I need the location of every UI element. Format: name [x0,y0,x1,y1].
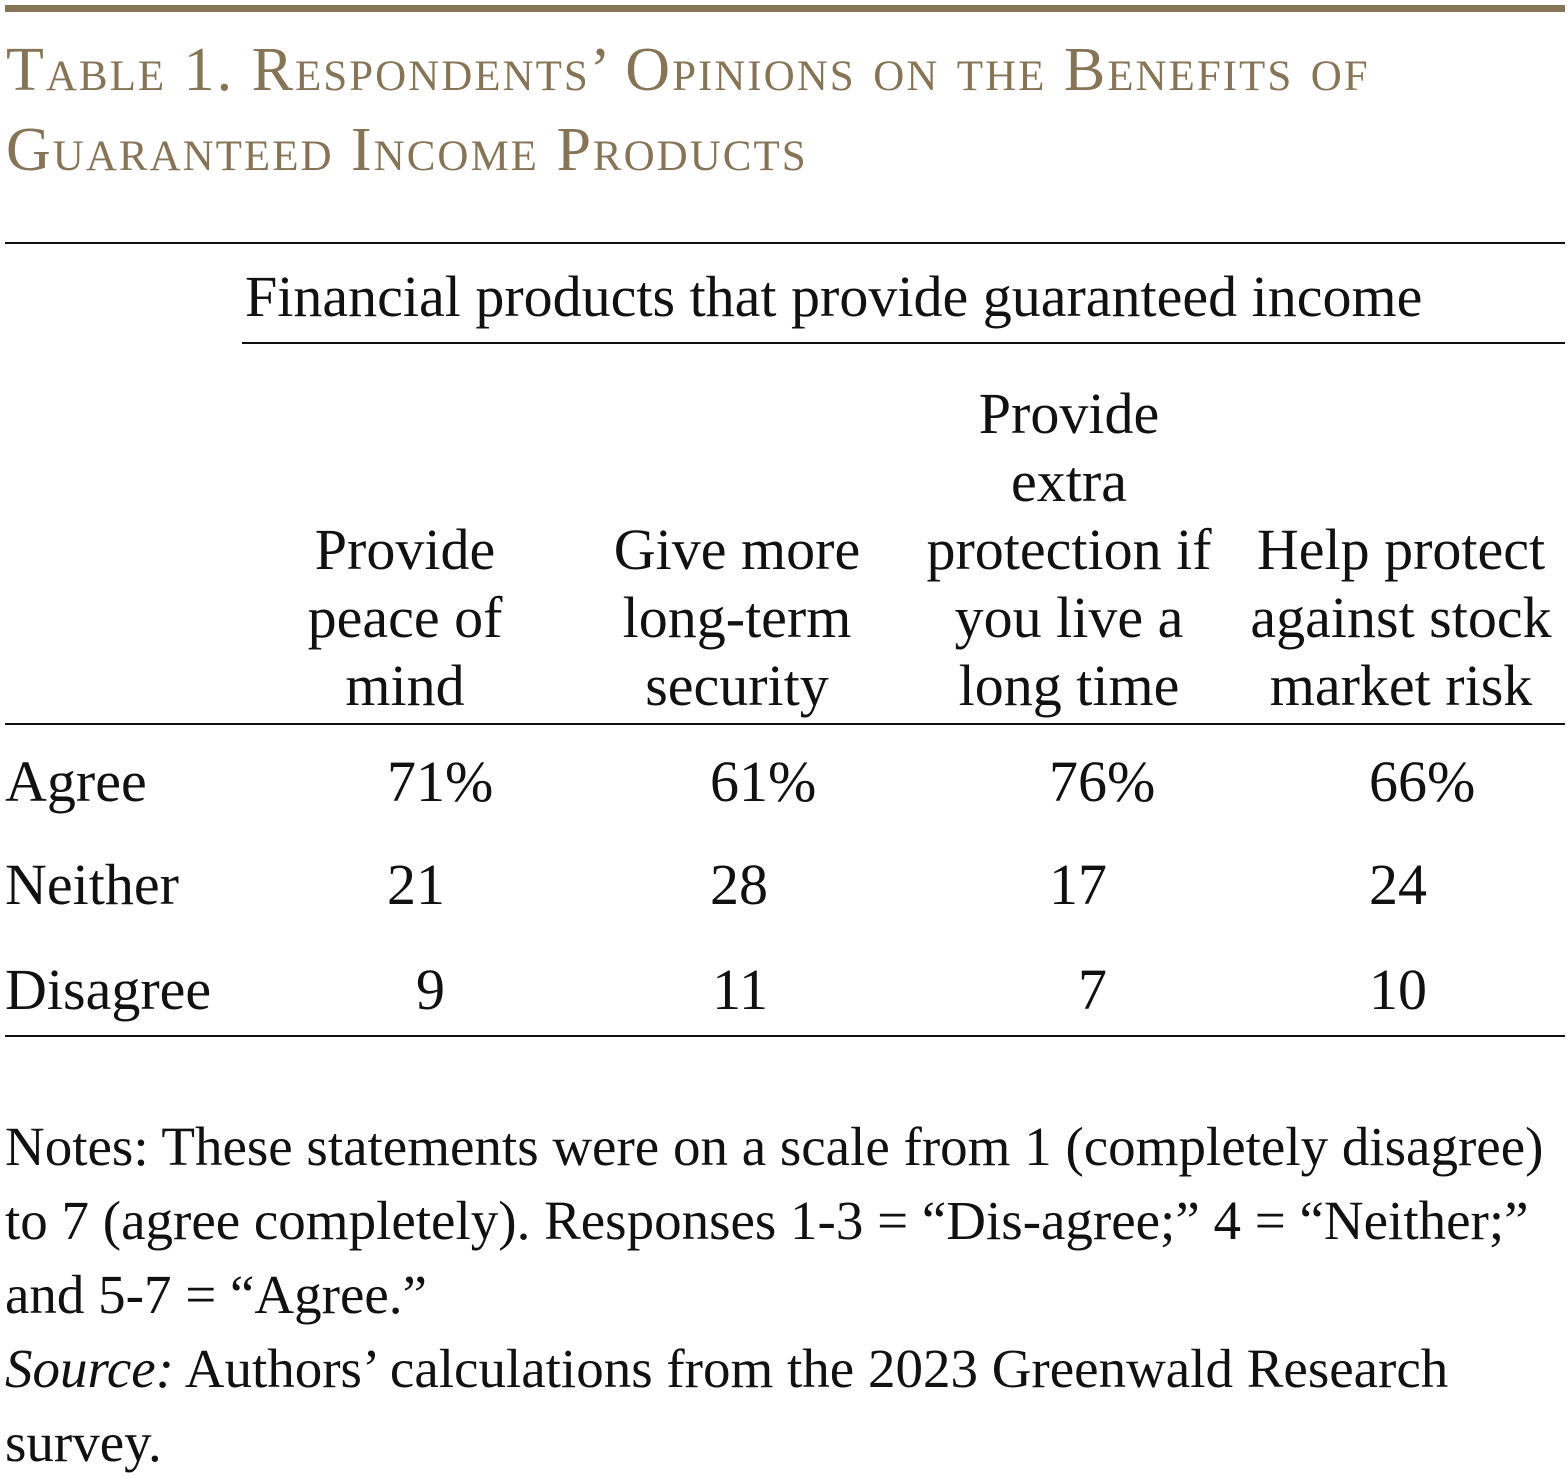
table-cell: 9 [325,955,445,1025]
table-cell: 17 [987,850,1107,920]
cell-value: 71 [387,749,445,814]
cell-value: 11 [712,957,768,1022]
table-cell: 21 [325,850,445,920]
table-cell: 61% [648,747,816,817]
percent-sign: % [1107,749,1156,814]
table-bottom-rule [5,1035,1565,1037]
table-cell: 7 [987,955,1107,1025]
table-cell: 28 [648,850,768,920]
table-cell: 66% [1307,747,1475,817]
percent-sign: % [445,749,494,814]
table-cell: 76% [987,747,1155,817]
cell-value: 21 [387,852,445,917]
cell-value: 17 [1049,852,1107,917]
table-title: Table 1. Respondents’ Opinions on the Be… [6,36,1370,184]
spanner-header: Financial products that provide guarante… [245,264,1423,329]
spanner-rule [242,342,1565,344]
cell-value: 66 [1369,749,1427,814]
cell-value: 7 [1078,957,1107,1022]
column-header-longevity-protection: Provide extra protection if you live a l… [926,381,1212,718]
cell-value: 61 [710,749,768,814]
percent-sign: % [768,749,817,814]
notes-text: Notes: These statements were on a scale … [5,1116,1544,1325]
column-header-market-risk: Help protect against stock market risk [1250,517,1552,718]
header-bottom-rule [5,723,1565,725]
source-label: Source: [5,1338,175,1399]
column-header-peace-of-mind: Provide peace of mind [307,517,503,718]
top-accent-rule [5,5,1565,12]
table-notes: Notes: These statements were on a scale … [5,1110,1565,1480]
table-cell: 11 [648,955,768,1025]
row-label-neither: Neither [5,852,179,917]
column-header-long-term-security: Give more long-term security [613,517,861,718]
cell-value: 24 [1369,852,1427,917]
cell-value: 28 [710,852,768,917]
percent-sign: % [1427,749,1476,814]
table-cell: 71% [325,747,493,817]
cell-value: 9 [416,957,445,1022]
row-label-disagree: Disagree [5,957,212,1022]
cell-value: 10 [1369,957,1427,1022]
source-text: Authors’ calculations from the 2023 Gree… [5,1338,1449,1473]
cell-value: 76 [1049,749,1107,814]
table-cell: 10 [1307,955,1427,1025]
table-cell: 24 [1307,850,1427,920]
row-label-agree: Agree [5,749,147,814]
table-top-rule [5,242,1565,244]
